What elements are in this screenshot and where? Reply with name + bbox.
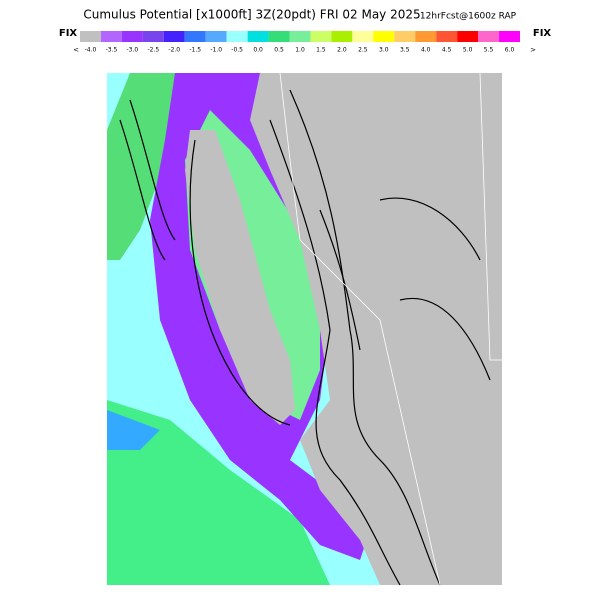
legend-label: -1.5 xyxy=(189,47,201,54)
ocean-blue xyxy=(107,410,160,450)
legend-swatch xyxy=(457,31,479,42)
legend-swatch xyxy=(289,31,311,42)
legend-label: -0.5 xyxy=(231,47,243,54)
legend-label: -3.0 xyxy=(127,47,139,54)
legend-swatch xyxy=(121,31,143,42)
color-legend: -4.0 -3.5 -3.0 -2.5 -2.0 -1.5 -1.0 -0.5 0.0 0.5 1.… xyxy=(80,31,520,54)
subtitle: 12hrFcst@1600z RAP xyxy=(420,12,517,22)
legend-swatch xyxy=(268,31,290,42)
legend-swatch xyxy=(394,31,416,42)
fix-left: FIX xyxy=(59,28,78,39)
legend-label: 3.0 xyxy=(379,47,389,54)
legend-swatch xyxy=(247,31,269,42)
legend-swatch xyxy=(226,31,248,42)
legend-swatch xyxy=(100,31,122,42)
legend-label: 0.5 xyxy=(274,47,284,54)
legend-label: -3.5 xyxy=(106,47,118,54)
land xyxy=(250,73,502,585)
legend-swatch xyxy=(142,31,164,42)
legend-swatch xyxy=(310,31,332,42)
legend-swatch xyxy=(205,31,227,42)
legend-swatch xyxy=(163,31,185,42)
legend-swatch xyxy=(352,31,374,42)
legend-label: 3.5 xyxy=(400,47,410,54)
legend-label: 2.0 xyxy=(337,47,347,54)
borders xyxy=(279,72,502,586)
legend-label: -2.5 xyxy=(147,47,159,54)
legend-label: -1.0 xyxy=(210,47,222,54)
contours xyxy=(119,89,491,586)
legend-label: 4.0 xyxy=(421,47,431,54)
legend-swatch xyxy=(80,31,101,42)
legend-swatch xyxy=(478,31,500,42)
legend-label: -2.0 xyxy=(168,47,180,54)
legend-swatch xyxy=(373,31,395,42)
legend-label: 2.5 xyxy=(358,47,368,54)
legend-label: 1.0 xyxy=(295,47,305,54)
legend-label: 5.0 xyxy=(463,47,473,54)
legend-swatch xyxy=(415,31,437,42)
coast-green xyxy=(107,73,180,260)
legend-label: -4.0 xyxy=(85,47,97,54)
less-arrow: < xyxy=(73,46,79,54)
legend-swatch xyxy=(184,31,206,42)
valley-gray xyxy=(185,130,295,425)
legend-label: 5.5 xyxy=(484,47,494,54)
title: Cumulus Potential [x1000ft] 3Z(20pdt) FR… xyxy=(83,8,420,22)
fix-right: FIX xyxy=(533,28,552,39)
legend-label: 6.0 xyxy=(505,47,515,54)
legend-label: 4.5 xyxy=(442,47,452,54)
legend-label: 0.0 xyxy=(253,47,263,54)
more-arrow: > xyxy=(530,46,536,54)
map xyxy=(107,72,502,586)
ocean-green xyxy=(107,400,330,585)
legend-swatch xyxy=(436,31,458,42)
legend-swatch xyxy=(499,31,520,42)
legend-label: 1.5 xyxy=(316,47,326,54)
legend-swatch xyxy=(331,31,353,42)
